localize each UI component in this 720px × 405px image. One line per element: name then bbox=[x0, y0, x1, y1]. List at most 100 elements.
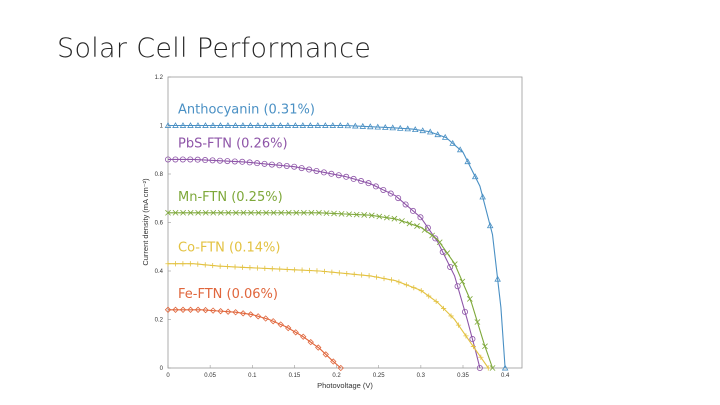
x-axis-label: Photovoltage (V) bbox=[317, 381, 373, 390]
data-point-diamond bbox=[322, 351, 329, 358]
data-point-diamond bbox=[254, 313, 262, 320]
legend: Anthocyanin (0.31%) PbS-FTN (0.26%) Mn-FTN… bbox=[178, 103, 315, 302]
data-point-x bbox=[436, 239, 443, 246]
data-point-triangle bbox=[224, 122, 232, 128]
data-point-circle bbox=[172, 156, 179, 163]
data-point-diamond bbox=[232, 309, 239, 316]
data-point-circle bbox=[462, 308, 469, 315]
data-point-x bbox=[459, 278, 466, 285]
x-tick-label: 0.1 bbox=[248, 373, 257, 379]
data-point-triangle bbox=[239, 122, 247, 128]
data-point-x bbox=[202, 209, 209, 216]
data-point-plus bbox=[440, 305, 447, 312]
data-point-circle bbox=[410, 207, 417, 214]
data-point-x bbox=[361, 212, 368, 218]
x-tick-label: 0.15 bbox=[289, 373, 301, 379]
data-point-triangle bbox=[456, 146, 464, 153]
data-point-plus bbox=[239, 264, 246, 270]
data-point-triangle bbox=[232, 122, 239, 128]
data-point-diamond bbox=[277, 321, 284, 328]
x-tick-label: 0.25 bbox=[373, 373, 385, 379]
data-point-diamond bbox=[270, 318, 277, 325]
data-point-x bbox=[233, 209, 239, 216]
data-point-plus bbox=[217, 263, 223, 269]
data-point-plus bbox=[433, 298, 439, 304]
data-point-x bbox=[429, 232, 436, 239]
data-point-triangle bbox=[262, 122, 269, 128]
data-point-triangle bbox=[329, 122, 337, 128]
data-point-triangle bbox=[292, 122, 299, 128]
data-point-circle bbox=[476, 364, 483, 371]
data-point-triangle bbox=[299, 122, 307, 128]
data-point-triangle bbox=[426, 128, 434, 135]
x-tick-label: 0.3 bbox=[417, 373, 426, 379]
data-point-circle bbox=[343, 173, 350, 180]
data-point-x bbox=[180, 209, 186, 216]
data-point-x bbox=[240, 209, 247, 216]
data-point-x bbox=[444, 250, 451, 257]
data-point-circle bbox=[224, 158, 231, 165]
data-point-plus bbox=[247, 265, 253, 271]
data-point-triangle bbox=[307, 122, 314, 128]
data-point-circle bbox=[298, 165, 305, 172]
data-point-x bbox=[376, 213, 383, 220]
data-point-circle bbox=[447, 263, 454, 270]
x-tick-label: 0.2 bbox=[332, 373, 341, 379]
data-point-triangle bbox=[187, 122, 194, 128]
legend-label: PbS-FTN (0.26%) bbox=[178, 136, 288, 151]
data-point-diamond bbox=[300, 333, 307, 340]
data-point-plus bbox=[284, 266, 290, 273]
data-point-triangle bbox=[284, 122, 292, 128]
data-point-circle bbox=[313, 167, 320, 174]
data-point-plus bbox=[463, 333, 469, 339]
data-point-plus bbox=[448, 313, 454, 319]
data-point-circle bbox=[231, 158, 238, 165]
data-point-triangle bbox=[449, 139, 456, 146]
data-point-circle bbox=[350, 175, 357, 182]
data-point-plus bbox=[411, 285, 417, 291]
series-line bbox=[168, 158, 481, 369]
data-point-circle bbox=[276, 162, 283, 169]
y-tick-label: 0.2 bbox=[155, 318, 164, 324]
y-axis-label: Current density (mA cm⁻²) bbox=[141, 178, 150, 266]
data-point-plus bbox=[262, 265, 268, 271]
legend-label: Anthocyanin (0.31%) bbox=[178, 103, 315, 118]
data-point-triangle bbox=[164, 122, 172, 128]
data-point-plus bbox=[373, 274, 380, 280]
data-point-triangle bbox=[471, 173, 479, 180]
data-point-diamond bbox=[307, 338, 314, 346]
data-point-triangle bbox=[367, 123, 374, 130]
x-tick-label: 0.35 bbox=[457, 373, 469, 379]
data-point-x bbox=[316, 209, 322, 216]
data-point-x bbox=[399, 218, 405, 224]
data-point-circle bbox=[246, 159, 253, 166]
data-point-diamond bbox=[285, 324, 292, 332]
data-point-circle bbox=[328, 170, 335, 177]
data-point-circle bbox=[291, 163, 298, 170]
data-point-plus bbox=[195, 261, 201, 267]
data-point-plus bbox=[470, 343, 476, 350]
data-point-triangle bbox=[441, 133, 449, 140]
data-point-plus bbox=[269, 266, 275, 272]
data-point-plus bbox=[329, 269, 335, 275]
series-line bbox=[168, 124, 506, 369]
data-point-triangle bbox=[217, 122, 224, 128]
data-point-x bbox=[406, 220, 413, 227]
slide-title: Solar Cell Performance bbox=[57, 33, 372, 64]
data-point-circle bbox=[424, 224, 431, 231]
data-point-triangle bbox=[434, 131, 441, 138]
data-point-x bbox=[338, 210, 345, 217]
y-tick-label: 1.2 bbox=[155, 75, 164, 81]
data-point-plus bbox=[359, 272, 365, 278]
data-point-plus bbox=[336, 270, 342, 276]
data-point-x bbox=[217, 209, 224, 216]
data-point-x bbox=[248, 209, 254, 216]
data-point-diamond bbox=[337, 364, 344, 372]
data-point-x bbox=[353, 211, 360, 218]
data-point-x bbox=[270, 209, 277, 216]
data-point-diamond bbox=[217, 307, 224, 315]
data-point-x bbox=[165, 209, 171, 216]
data-point-triangle bbox=[254, 122, 262, 128]
legend-label: Fe-FTN (0.06%) bbox=[178, 287, 278, 302]
data-point-x bbox=[308, 209, 315, 216]
